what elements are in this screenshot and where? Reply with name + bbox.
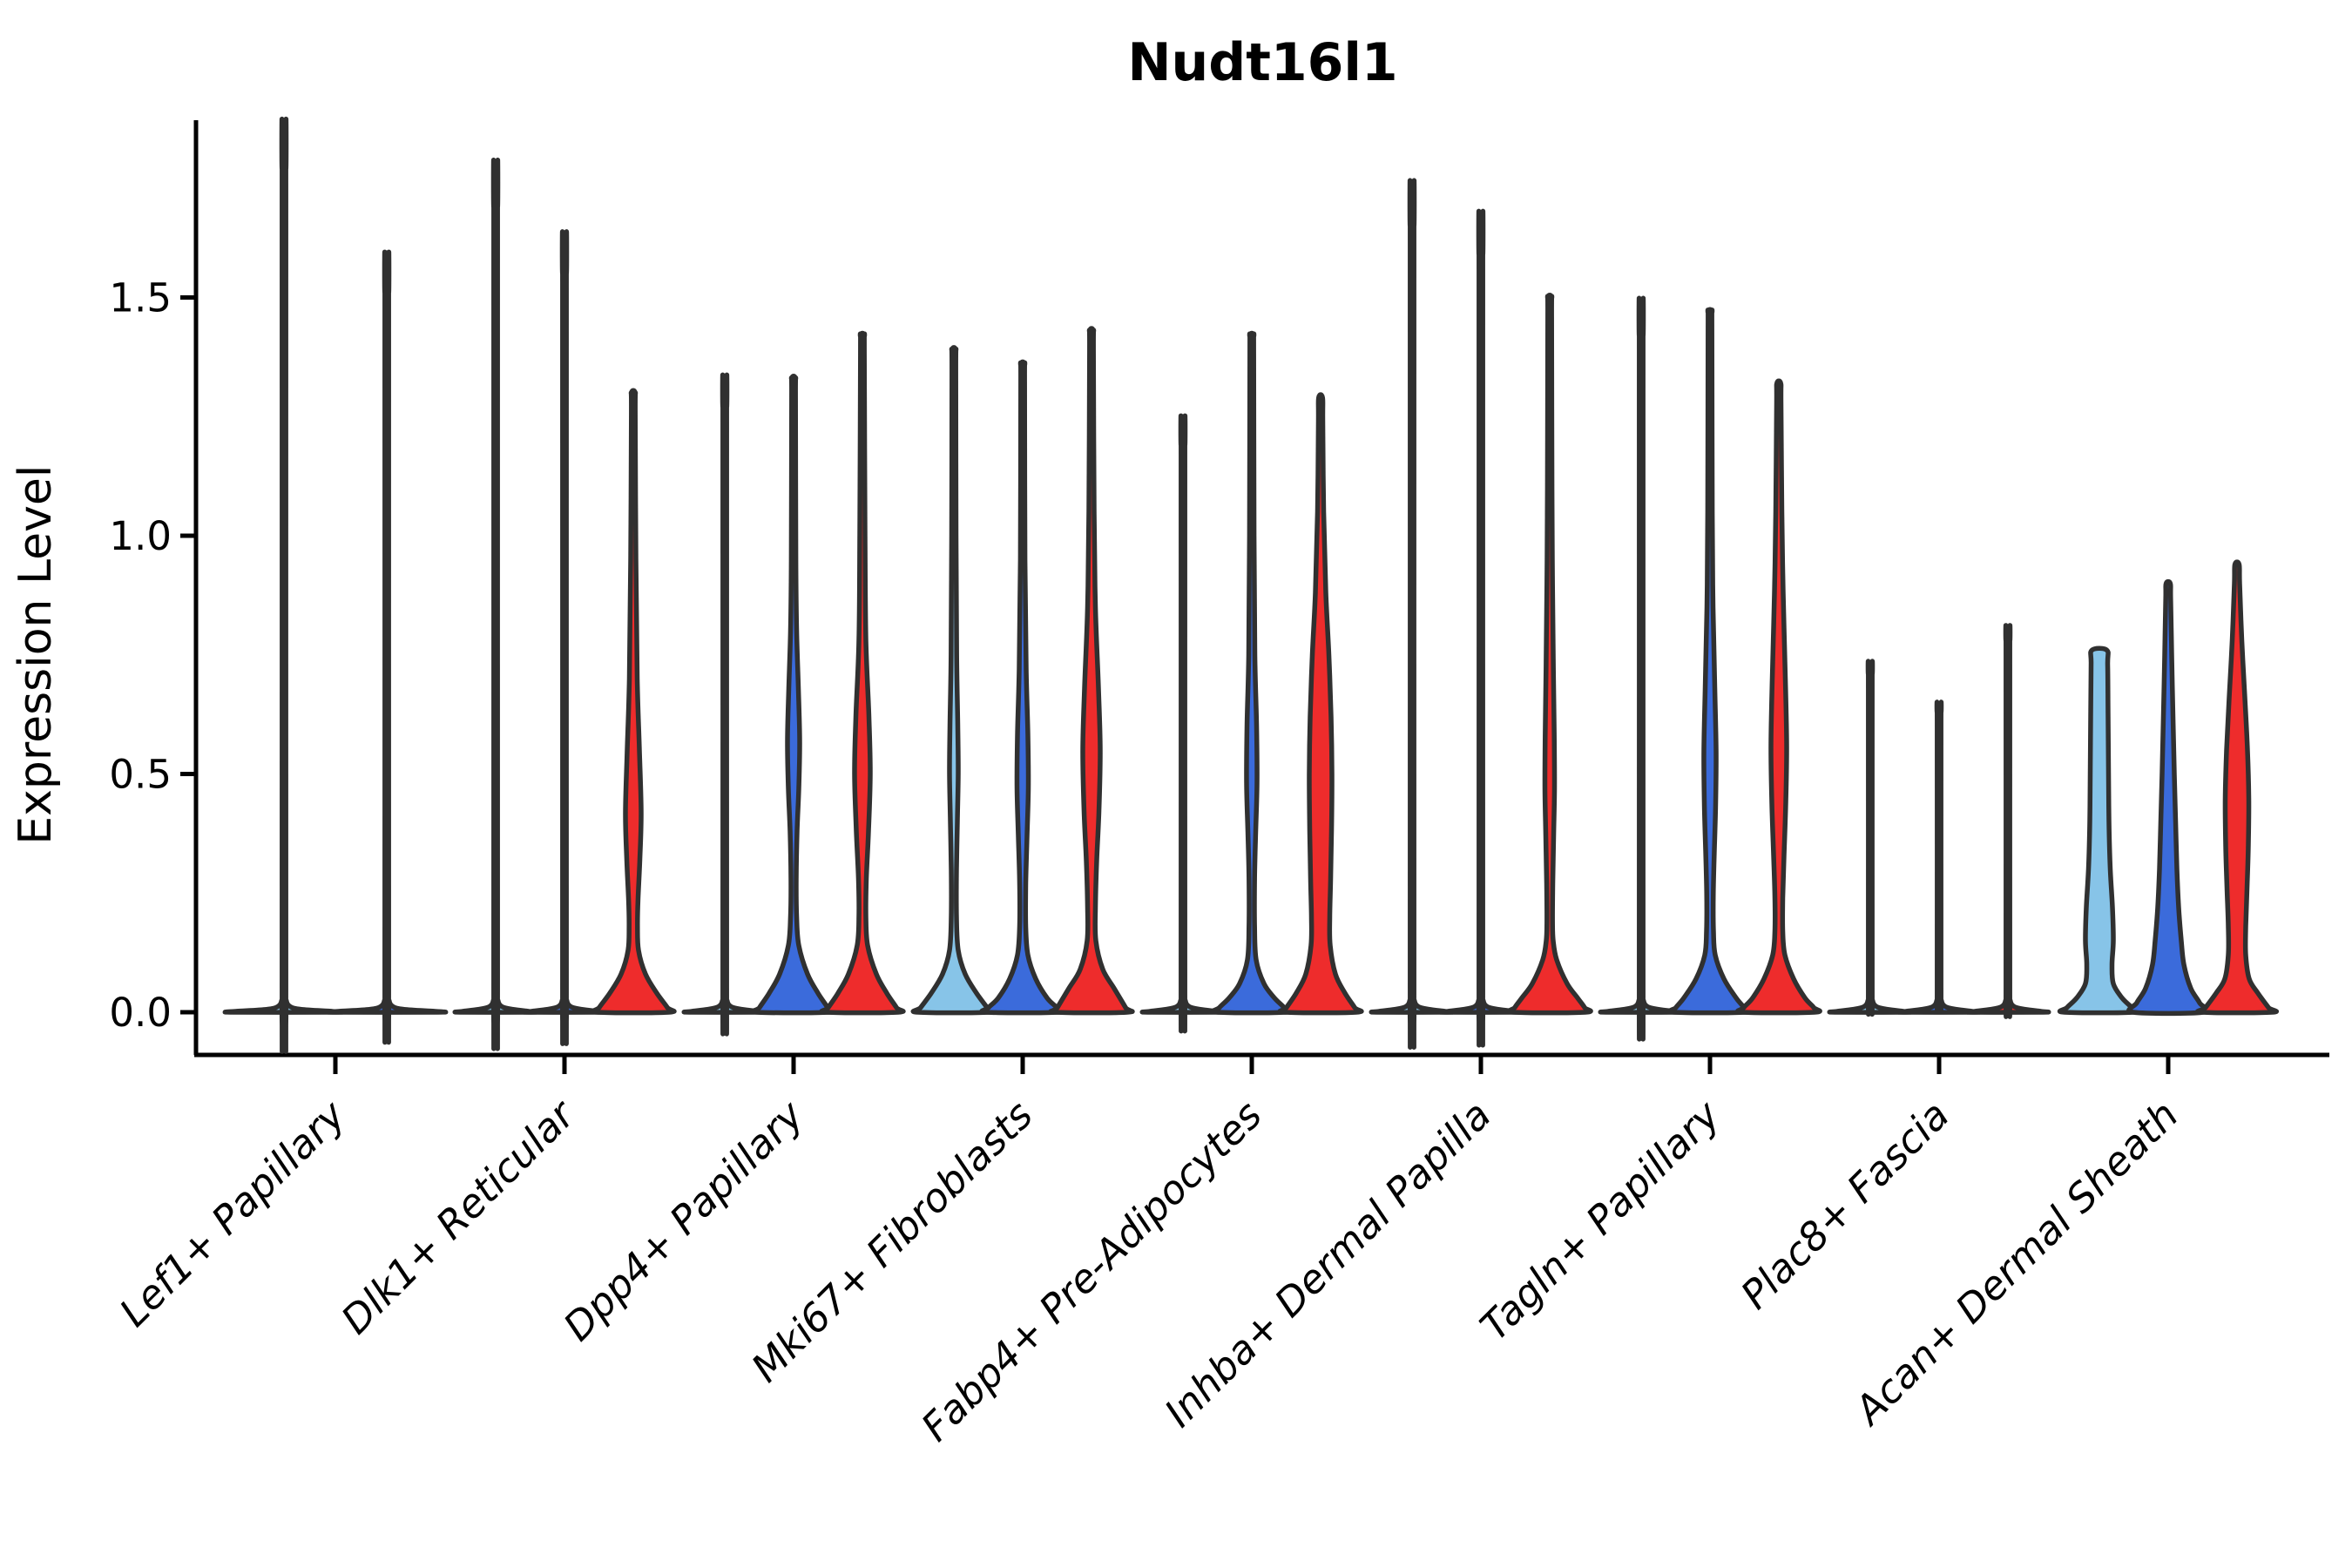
violin-group4-red <box>1277 392 1364 1016</box>
x-tick-label-1: Dlk1+ Reticular <box>332 1091 585 1343</box>
violin-group2-blue <box>750 374 837 1016</box>
violin-group6-lightblue <box>1598 295 1685 1042</box>
chart-title: Nudt16l1 <box>1127 32 1397 93</box>
violin-group8-blue <box>2126 578 2210 1017</box>
violin-group7-red <box>1964 623 2051 1019</box>
violin-group8-lightblue <box>2057 645 2142 1016</box>
violin-group1-blue <box>521 229 608 1046</box>
violin-group5-red <box>1506 293 1593 1016</box>
y-tick-label-3: 1.5 <box>109 275 172 321</box>
violin-group4-lightblue <box>1139 413 1227 1034</box>
violin-group7-lightblue <box>1827 659 1914 1017</box>
y-tick-label-2: 1.0 <box>109 513 172 559</box>
violin-group5-lightblue <box>1369 178 1456 1050</box>
violin-group0-blue <box>325 249 449 1045</box>
x-tick-label-7: Plac8+ Fascia <box>1732 1092 1958 1318</box>
violin-group0-lightblue <box>222 117 346 1054</box>
y-tick-label-1: 0.5 <box>109 752 172 798</box>
violin-group7-blue <box>1896 700 1983 1015</box>
violin-group8-red <box>2195 559 2279 1016</box>
y-tick-label-0: 0.0 <box>109 990 172 1036</box>
violin-group3-lightblue <box>910 345 997 1016</box>
violin-group3-red <box>1048 326 1135 1016</box>
x-tick-label-2: Dpp4+ Papillary <box>555 1091 814 1349</box>
violin-group1-lightblue <box>452 157 539 1051</box>
violin-group4-blue <box>1210 330 1294 1016</box>
violin-group6-blue <box>1666 307 1754 1016</box>
x-tick-label-0: Lef1+ Papillary <box>111 1091 355 1335</box>
violin-group2-red <box>819 330 906 1016</box>
violin-group3-blue <box>979 359 1066 1016</box>
x-tick-label-6: Tagln+ Papillary <box>1471 1091 1730 1349</box>
y-axis-label: Expression Level <box>10 465 62 845</box>
violin-group1-red <box>590 388 677 1016</box>
violin-group5-blue <box>1437 208 1524 1048</box>
violin-group2-lightblue <box>681 372 768 1037</box>
violin-group6-red <box>1735 378 1822 1016</box>
